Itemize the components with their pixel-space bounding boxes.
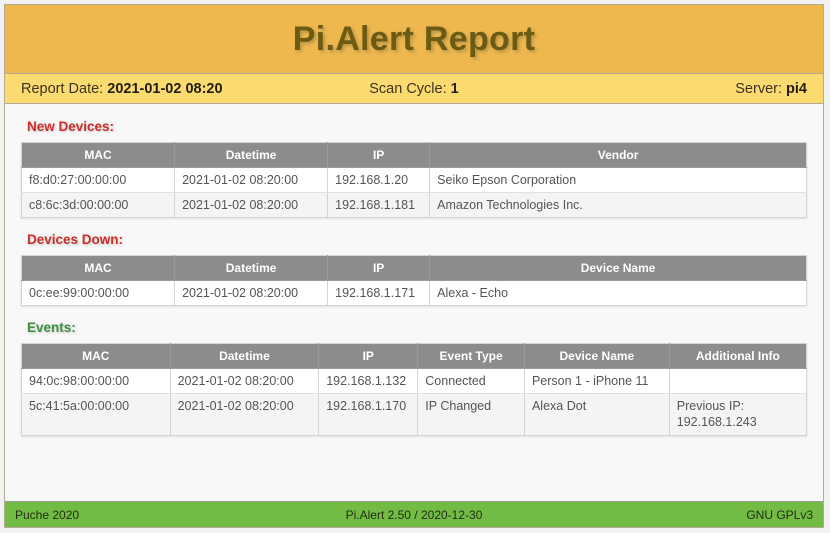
table-cell: f8:d0:27:00:00:00 [21,167,176,193]
table-row: 94:0c:98:00:00:00 2021-01-02 08:20:00 192.… [21,368,807,394]
column-header: Datetime [170,343,320,369]
report-date-value: 2021-01-02 08:20 [107,80,223,97]
table-row: 5c:41:5a:00:00:00 2021-01-02 08:20:00 192.… [21,393,807,436]
server-label: Server: [735,80,783,97]
table-row: f8:d0:27:00:00:00 2021-01-02 08:20:00 192.… [21,167,807,193]
scan-cycle-label: Scan Cycle: [369,80,447,97]
column-header: IP [327,255,431,281]
footer-license: GNU GPLv3 [746,507,813,522]
table-cell: 2021-01-02 08:20:00 [170,368,320,394]
column-header: Device Name [429,255,807,281]
table-cell: Connected [417,368,525,394]
table-cell: 94:0c:98:00:00:00 [21,368,171,394]
column-header: Device Name [524,343,670,369]
table-cell: Person 1 - iPhone 11 [524,368,670,394]
table-cell: c8:6c:3d:00:00:00 [21,192,176,218]
table-new-devices: MAC Datetime IP Vendor f8:d0:27:00:00:00 2021… [21,142,807,218]
section-title-devices-down: Devices Down: [27,232,124,247]
table-events: MAC Datetime IP Event Type Device Name Additi… [21,343,807,437]
column-header: IP [327,142,431,168]
table-cell: 192.168.1.170 [318,393,419,436]
table-cell: 2021-01-02 08:20:00 [170,393,320,436]
table-cell: Alexa Dot [524,393,670,436]
column-header: IP [318,343,419,369]
table-cell: 192.168.1.181 [327,192,431,218]
table-cell: 2021-01-02 08:20:00 [174,280,329,306]
section-events: Events: MAC Datetime IP Event Type Device Nam… [21,320,807,437]
page-footer: Puche 2020 Pi.Alert 2.50 / 2020-12-30 GN… [5,501,823,527]
report-date-label: Report Date: [21,80,104,97]
table-cell: 0c:ee:99:00:00:00 [21,280,176,306]
server-cell: Server: pi4 [545,81,807,97]
report-body: New Devices: MAC Datetime IP Vendor f8:d0:27:… [5,104,823,501]
table-cell: 2021-01-02 08:20:00 [174,192,329,218]
table-header-row: MAC Datetime IP Vendor [21,142,807,168]
scan-cycle-value: 1 [450,80,459,97]
report-date-cell: Report Date: 2021-01-02 08:20 [21,81,283,97]
table-devices-down: MAC Datetime IP Device Name 0c:ee:99:00:00:0… [21,255,807,306]
table-header-row: MAC Datetime IP Device Name [21,255,807,281]
table-header-row: MAC Datetime IP Event Type Device Name Additi… [21,343,807,369]
table-cell: 2021-01-02 08:20:00 [174,167,329,193]
section-new-devices: New Devices: MAC Datetime IP Vendor f8:d0:27:… [21,119,807,218]
column-header: Event Type [417,343,525,369]
table-cell: Alexa - Echo [429,280,807,306]
column-header: Datetime [174,142,329,168]
table-cell: 5c:41:5a:00:00:00 [21,393,171,436]
table-cell: 192.168.1.20 [327,167,431,193]
section-devices-down: Devices Down: MAC Datetime IP Device Name 0c:… [21,232,807,306]
table-cell: IP Changed [417,393,525,436]
column-header: Additional Info [669,343,807,369]
table-cell [669,368,807,394]
table-cell: Seiko Epson Corporation [429,167,807,193]
scan-cycle-cell: Scan Cycle: 1 [283,81,545,97]
footer-author: Puche 2020 [15,507,80,522]
column-header: Datetime [174,255,329,281]
title-banner: Pi.Alert Report [5,5,823,74]
server-value: pi4 [786,80,807,97]
column-header: MAC [21,255,176,281]
table-row: 0c:ee:99:00:00:00 2021-01-02 08:20:00 192.… [21,280,807,306]
table-cell: 192.168.1.132 [318,368,419,394]
section-title-events: Events: [27,320,76,335]
table-row: c8:6c:3d:00:00:00 2021-01-02 08:20:00 192.… [21,192,807,218]
report-page: Pi.Alert Report Report Date: 2021-01-02 … [4,4,824,528]
table-cell: 192.168.1.171 [327,280,431,306]
column-header: MAC [21,343,171,369]
column-header: Vendor [429,142,807,168]
report-info-bar: Report Date: 2021-01-02 08:20 Scan Cycle… [5,74,823,104]
footer-version: Pi.Alert 2.50 / 2020-12-30 [345,507,483,522]
table-cell: Previous IP: 192.168.1.243 [669,393,807,436]
column-header: MAC [21,142,176,168]
table-cell: Amazon Technologies Inc. [429,192,807,218]
section-title-new-devices: New Devices: [27,119,115,134]
page-title: Pi.Alert Report [292,19,536,58]
